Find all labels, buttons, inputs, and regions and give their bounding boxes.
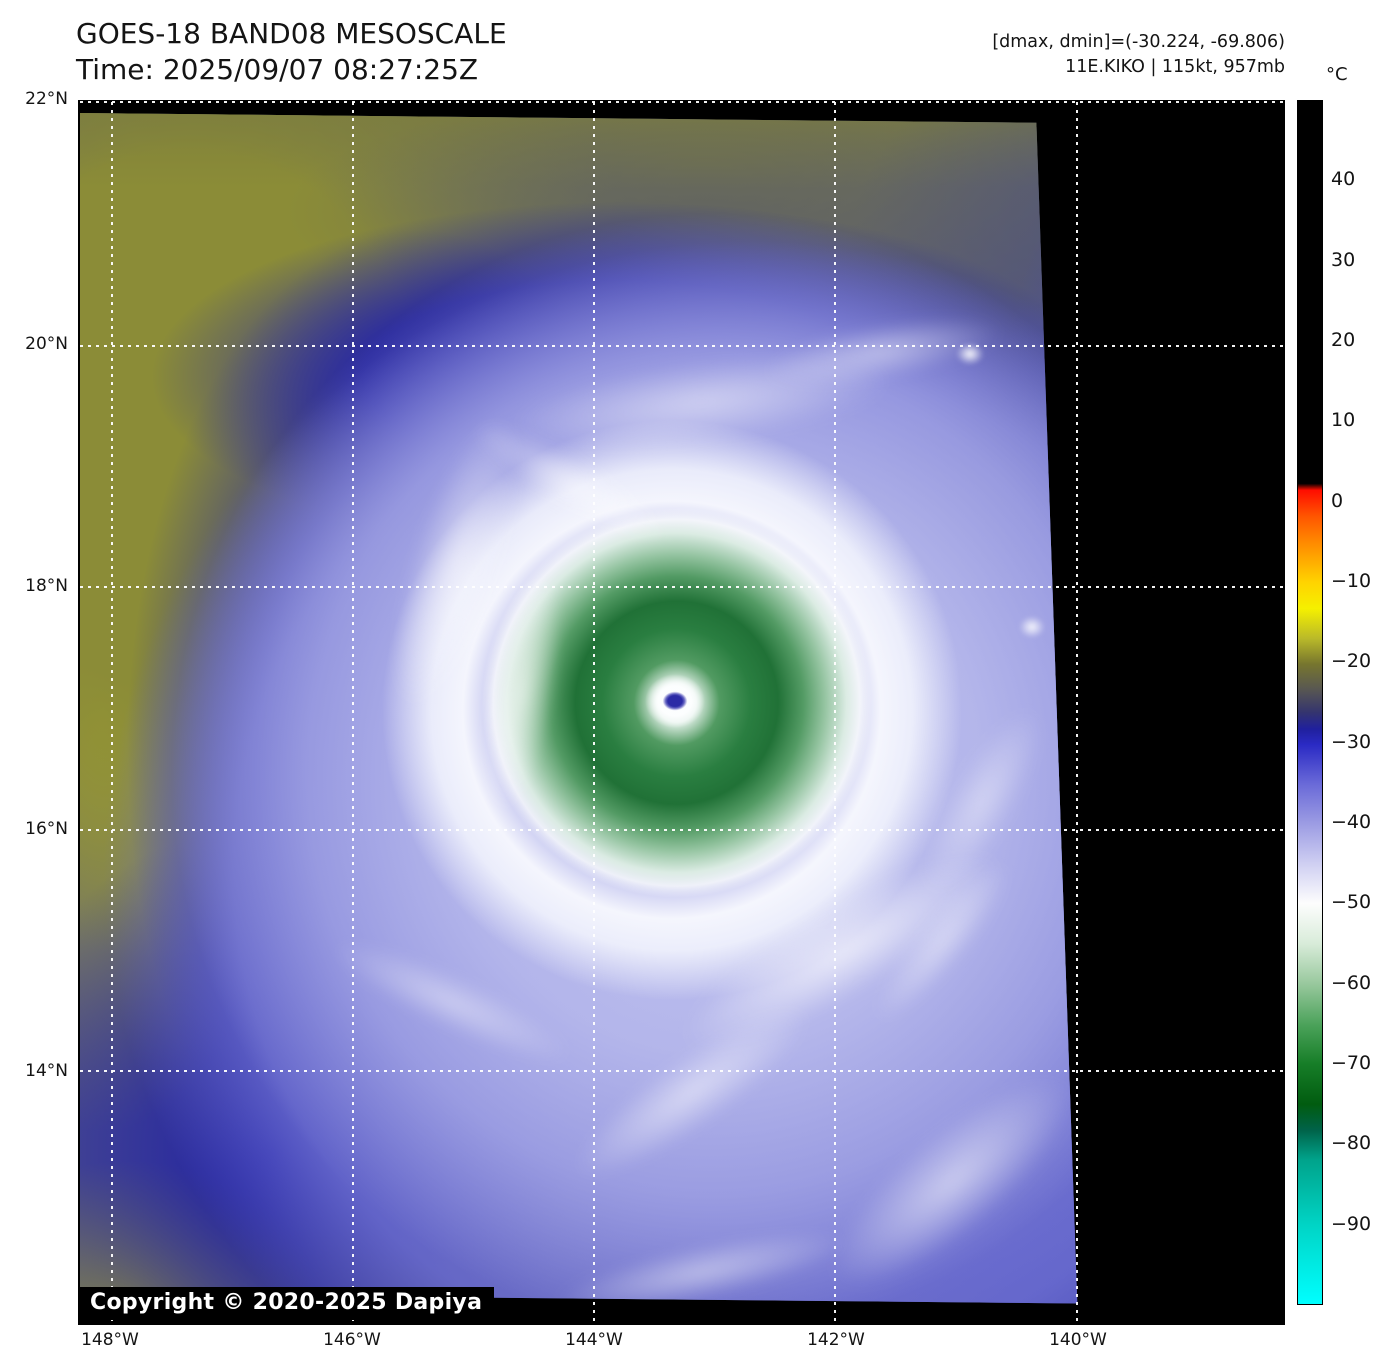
gridline-horizontal	[80, 1069, 1283, 1072]
colorbar-tick-label: 20	[1331, 329, 1356, 351]
gridline-horizontal	[80, 345, 1283, 348]
colorbar	[1297, 100, 1323, 1305]
lon-tick-label: 142°W	[807, 1330, 865, 1350]
colorbar-axis: 40 30 20 10 0 −10 −20 −30 −40 −50 −60 −70 −80 −90	[1331, 100, 1390, 1305]
gridline-vertical	[1075, 102, 1078, 1323]
annotation-block: [dmax, dmin]=(-30.224, -69.806) 11E.KIKO…	[992, 30, 1285, 80]
colorbar-tick-label: 10	[1331, 409, 1356, 432]
colorbar-tick-label: −20	[1331, 650, 1372, 673]
satellite-imagery	[80, 112, 1078, 1304]
colorbar-tick-label: −60	[1331, 971, 1372, 994]
gridline-horizontal	[80, 586, 1283, 589]
gridline-vertical	[834, 102, 837, 1323]
colorbar-tick-label: −90	[1331, 1212, 1372, 1235]
colorbar-unit-label: °C	[1326, 64, 1348, 85]
dmax-dmin-annotation: [dmax, dmin]=(-30.224, -69.806)	[992, 32, 1285, 52]
gridline-vertical	[593, 102, 596, 1323]
longitude-axis: 148°W 146°W 144°W 142°W 140°W	[78, 1330, 1285, 1360]
storm-info-annotation: 11E.KIKO | 115kt, 957mb	[1065, 57, 1285, 77]
copyright-watermark: Copyright © 2020-2025 Dapiya	[80, 1287, 495, 1320]
lat-tick-label: 14°N	[25, 1061, 68, 1082]
title-block: GOES-18 BAND08 MESOSCALE Time: 2025/09/0…	[76, 16, 507, 88]
cloud-streak	[322, 922, 582, 1082]
page-title: GOES-18 BAND08 MESOSCALE	[76, 17, 507, 50]
gridline-vertical	[352, 102, 355, 1323]
lon-tick-label: 148°W	[81, 1330, 139, 1350]
cloud-streak	[804, 1047, 1078, 1304]
gridline-horizontal	[80, 828, 1283, 831]
colorbar-tick-label: −40	[1331, 811, 1372, 833]
satellite-map-plot: Copyright © 2020-2025 Dapiya	[78, 100, 1285, 1325]
colorbar-tick-label: 30	[1331, 248, 1356, 271]
colorbar-tick-label: 0	[1331, 489, 1344, 512]
colorbar-tick-label: 40	[1331, 168, 1356, 191]
gridline-vertical	[110, 102, 113, 1323]
colorbar-tick-label: −80	[1331, 1132, 1372, 1155]
lat-tick-label: 22°N	[25, 89, 68, 109]
colorbar-tick-label: −10	[1331, 570, 1372, 592]
colorbar-tick-label: −50	[1331, 891, 1372, 914]
colorbar-gradient	[1298, 101, 1322, 1304]
cloud-streak	[956, 343, 984, 365]
lat-tick-label: 18°N	[25, 576, 68, 597]
latitude-axis: 22°N 20°N 18°N 16°N 14°N	[0, 89, 74, 1325]
timestamp-label: Time: 2025/09/07 08:27:25Z	[76, 53, 479, 86]
lon-tick-label: 146°W	[323, 1330, 381, 1350]
lon-tick-label: 140°W	[1049, 1330, 1107, 1350]
lon-tick-label: 144°W	[565, 1330, 623, 1350]
colorbar-tick-label: −30	[1331, 730, 1372, 753]
cloud-streak	[549, 1214, 855, 1304]
lat-tick-label: 20°N	[25, 334, 68, 354]
colorbar-tick-label: −70	[1331, 1052, 1372, 1074]
lat-tick-label: 16°N	[25, 818, 68, 839]
gridline-horizontal	[80, 101, 1283, 103]
cloud-streak	[1019, 616, 1045, 638]
